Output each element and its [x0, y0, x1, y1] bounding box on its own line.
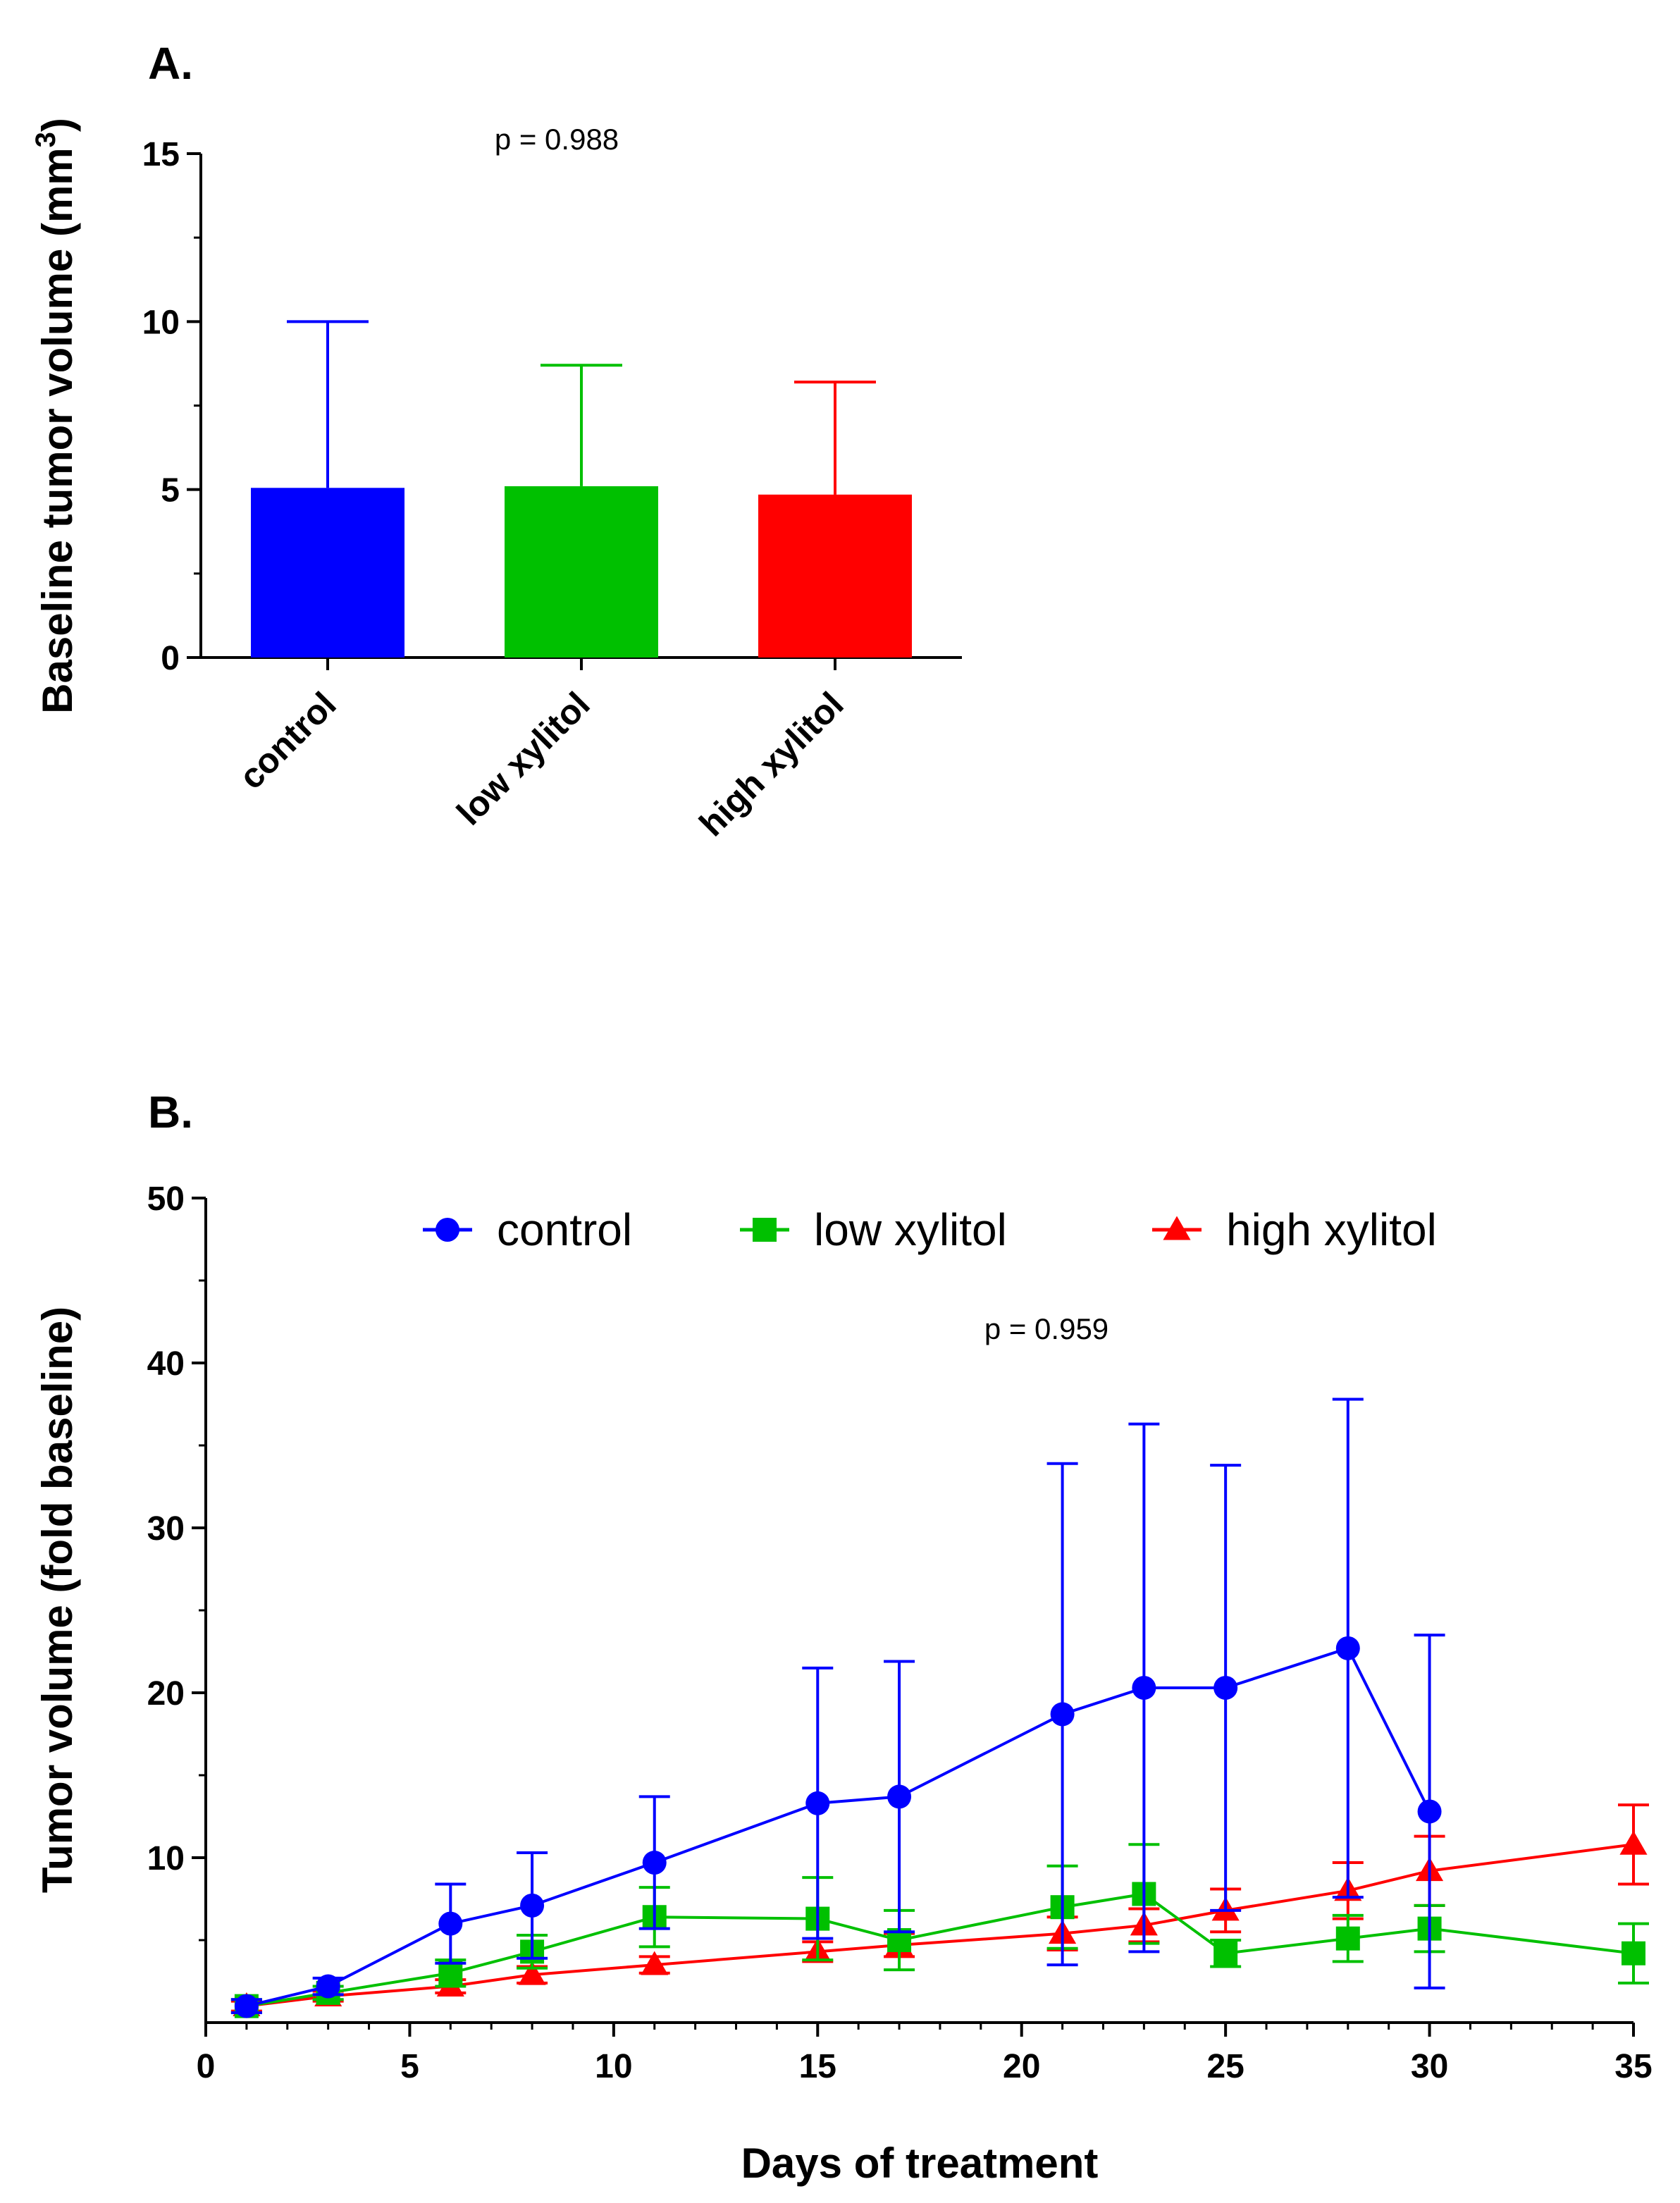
data-point-high-xylitol	[518, 1961, 546, 1985]
data-point-control	[234, 1994, 259, 2018]
data-point-control	[1050, 1702, 1075, 1727]
y-axis-title-b: Tumor volume (fold baseline)	[34, 1307, 81, 1893]
legend: control low xylitol high xylitol	[423, 1204, 1437, 1255]
data-point-control	[438, 1911, 463, 1936]
series-line-control	[246, 1646, 1431, 2008]
legend-marker-control	[436, 1218, 459, 1242]
data-point-high-xylitol	[641, 1951, 669, 1975]
data-point-control	[887, 1784, 912, 1809]
y-tick-label-a: 15	[142, 136, 180, 173]
y-tick-label-b: 30	[147, 1510, 185, 1548]
data-point-control	[1335, 1636, 1360, 1660]
y-tick-label-a: 5	[161, 472, 180, 510]
y-tick-label-a: 0	[161, 640, 180, 677]
data-point-low-xylitol	[438, 1961, 463, 1985]
y-tick-label-b: 20	[147, 1675, 185, 1713]
x-tick-label-b: 0	[197, 2048, 216, 2085]
panel-a-label: A.	[148, 38, 193, 89]
legend-item-control: control	[423, 1204, 632, 1255]
y-axis-title-a: Baseline tumor volume (mm3)	[30, 118, 81, 714]
p-value-annotation-a: p = 0.988	[495, 123, 619, 156]
data-point-low-xylitol	[1335, 1926, 1360, 1951]
data-point-low-xylitol	[1213, 1941, 1238, 1966]
legend-item-low-xylitol: low xylitol	[740, 1204, 1007, 1255]
x-tick-label-b: 10	[595, 2048, 632, 2085]
y-axis-title-a-main: Baseline tumor volume (mm	[34, 147, 81, 714]
x-tick-label-b: 20	[1003, 2048, 1040, 2085]
data-point-control	[642, 1851, 667, 1875]
y-tick-label-b: 50	[147, 1180, 185, 1218]
legend-item-high-xylitol: high xylitol	[1152, 1204, 1437, 1255]
legend-label-high-xylitol: high xylitol	[1226, 1204, 1437, 1255]
y-tick-label-b: 40	[147, 1345, 185, 1383]
legend-marker-high-xylitol	[1163, 1216, 1191, 1240]
data-point-control	[1417, 1799, 1442, 1824]
series-control	[230, 1397, 1445, 2018]
legend-label-control: control	[497, 1204, 632, 1255]
y-axis-title-a-close: )	[34, 118, 81, 132]
panel-b: B. p = 0.959 Days of treatment Tumor vol…	[34, 1087, 1653, 2187]
data-point-low-xylitol	[1622, 1941, 1645, 1966]
p-value-annotation-b: p = 0.959	[984, 1312, 1108, 1345]
y-axis-title-a-superscript: 3	[30, 132, 61, 147]
data-point-control	[1132, 1675, 1156, 1700]
data-point-control	[805, 1791, 830, 1815]
bar-high-xylitol	[758, 494, 912, 658]
category-label-control: control	[231, 684, 343, 796]
y-tick-label-b: 10	[147, 1840, 185, 1877]
bar-low-xylitol	[505, 486, 658, 658]
panel-a: A. p = 0.988 Baseline tumor volume (mm3)…	[30, 38, 962, 844]
legend-marker-low-xylitol	[753, 1218, 777, 1242]
bar-control	[251, 488, 404, 658]
line-plot-area: 10 20 30 40 50 0 5 10 15 20 25 30 35	[147, 1180, 1653, 2085]
x-tick-label-b: 30	[1411, 2048, 1448, 2085]
data-point-high-xylitol	[1619, 1830, 1648, 1855]
x-axis-title-b: Days of treatment	[741, 2140, 1099, 2187]
legend-label-low-xylitol: low xylitol	[814, 1204, 1007, 1255]
category-label-low-xylitol: low xylitol	[449, 684, 598, 833]
data-point-control	[316, 1974, 340, 1999]
bar-plot-area: 0 5 10 15 control low xylitol high xylitol	[142, 136, 962, 844]
data-point-control	[520, 1893, 545, 1918]
x-tick-label-b: 25	[1206, 2048, 1244, 2085]
x-tick-label-b: 5	[400, 2048, 419, 2085]
data-point-control	[1213, 1675, 1238, 1700]
panel-b-label: B.	[148, 1087, 193, 1137]
x-tick-label-b: 15	[799, 2048, 836, 2085]
x-tick-label-b: 35	[1614, 2048, 1652, 2085]
y-tick-label-a: 10	[142, 304, 180, 341]
category-label-high-xylitol: high xylitol	[692, 684, 851, 844]
